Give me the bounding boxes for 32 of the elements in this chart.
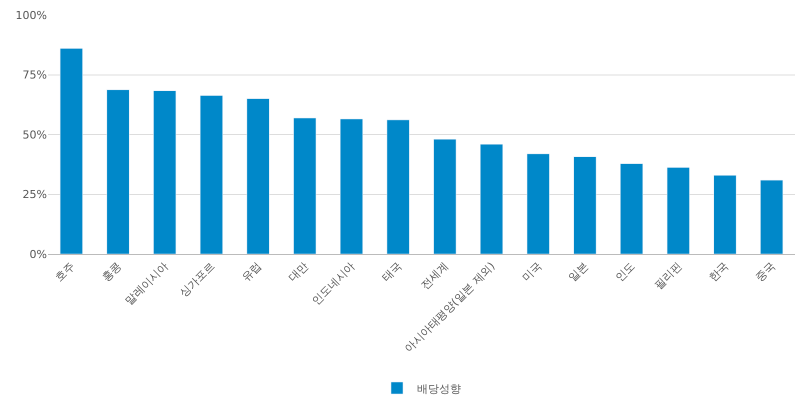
x-tick-label: 한국 (706, 260, 731, 284)
bar (386, 120, 410, 254)
bar (480, 144, 503, 254)
bar (666, 167, 690, 254)
bar (573, 156, 596, 254)
bar (106, 90, 130, 254)
y-tick-label: 100% (16, 8, 47, 22)
x-tick-label: 태국 (379, 260, 404, 284)
y-tick-label: 25% (22, 188, 47, 202)
bar (340, 118, 363, 254)
bar (293, 118, 316, 254)
y-tick-label: 75% (22, 68, 47, 82)
bar (246, 98, 270, 254)
bar (760, 180, 784, 254)
bar (620, 163, 644, 254)
bar (526, 154, 550, 254)
bar (60, 48, 83, 254)
bar (714, 175, 736, 254)
y-tick-label: 0% (30, 248, 47, 261)
x-tick-label: 유럽 (239, 260, 264, 284)
bar (153, 90, 176, 254)
x-tick-label: 호주 (52, 260, 78, 284)
bar (433, 139, 456, 254)
x-tick-label: 홍콩 (99, 260, 124, 284)
legend-label: 배당성향 (417, 382, 461, 396)
x-tick-label: 인도 (612, 260, 638, 284)
y-tick-label: 50% (22, 128, 47, 142)
x-tick-label: 일본 (566, 260, 591, 284)
x-tick-label: 미국 (519, 260, 544, 284)
x-tick-label: 대만 (286, 260, 311, 284)
x-tick-label: 중국 (752, 260, 778, 284)
bar (200, 95, 223, 254)
